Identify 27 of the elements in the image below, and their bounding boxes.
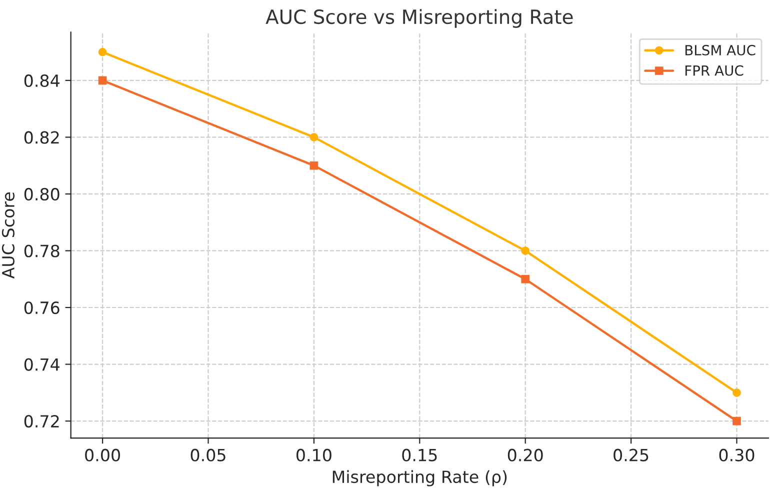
legend-label: FPR AUC — [685, 65, 744, 76]
y-tick-label: 0.78 — [24, 244, 60, 258]
x-tick-label: 0.15 — [402, 448, 437, 462]
x-tick-label: 0.00 — [85, 448, 120, 462]
point — [732, 416, 741, 426]
x-tick-label: 0.20 — [508, 448, 543, 462]
point — [310, 133, 318, 142]
x-tick-label: 0.10 — [296, 448, 332, 462]
point — [98, 48, 107, 56]
x-axis-title: Misreporting Rate (ρ) — [332, 470, 507, 486]
y-axis-title: AUC Score — [2, 192, 15, 279]
point — [310, 161, 318, 170]
y-tick-label: 0.72 — [24, 415, 59, 428]
y-tick-label: 0.82 — [24, 131, 59, 144]
y-tick-label: 0.84 — [24, 74, 60, 87]
legend-label: BLSM AUC — [685, 44, 756, 56]
x-tick-label: 0.05 — [190, 448, 226, 462]
point — [98, 76, 107, 85]
x-tick-label: 0.25 — [614, 448, 648, 462]
y-tick-label: 0.74 — [24, 358, 60, 371]
y-tick-label: 0.80 — [24, 188, 60, 201]
chart-title: AUC Score vs Misreporting Rate — [266, 9, 573, 28]
point — [521, 246, 530, 255]
y-tick-label: 0.76 — [24, 301, 60, 314]
point — [732, 388, 741, 397]
point — [521, 274, 530, 284]
x-tick-label: 0.30 — [719, 448, 754, 462]
